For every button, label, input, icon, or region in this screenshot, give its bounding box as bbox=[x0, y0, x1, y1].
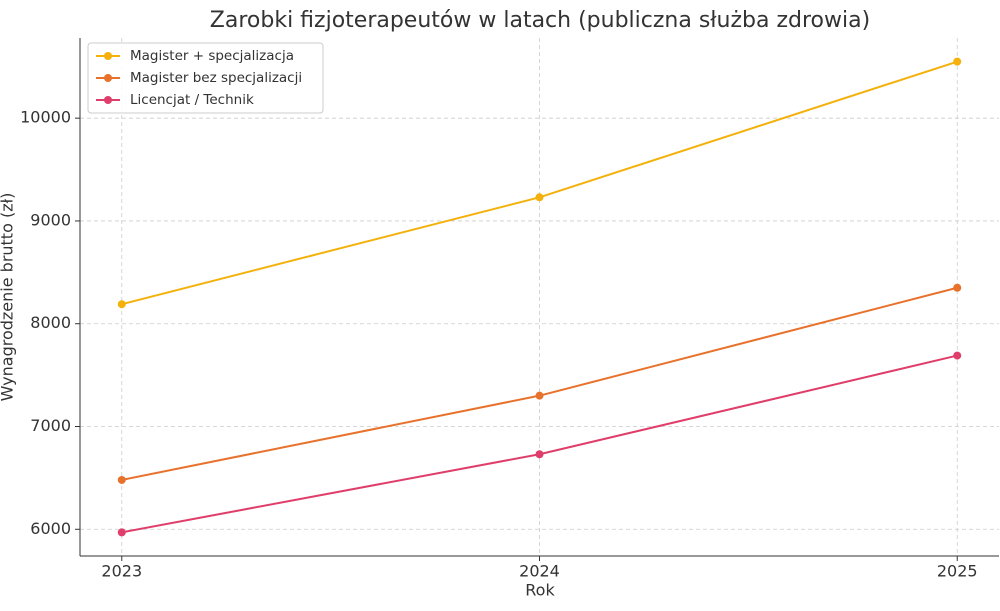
data-point bbox=[117, 300, 126, 309]
x-tick-label: 2023 bbox=[101, 562, 142, 581]
data-point bbox=[953, 283, 962, 292]
data-point bbox=[535, 450, 544, 459]
legend-label: Magister + specjalizacja bbox=[130, 48, 294, 64]
legend-label: Magister bez specjalizacji bbox=[130, 70, 302, 86]
data-point bbox=[953, 57, 962, 66]
legend-box bbox=[87, 42, 324, 114]
data-point bbox=[953, 351, 962, 360]
legend-marker bbox=[104, 52, 112, 60]
data-point bbox=[117, 528, 126, 537]
data-point bbox=[117, 475, 126, 484]
x-tick-label: 2025 bbox=[937, 562, 978, 581]
y-axis-label: Wynagrodzenie brutto (zł) bbox=[0, 193, 17, 402]
chart-title: Zarobki fizjoterapeutów w latach (public… bbox=[210, 8, 870, 33]
y-tick-label: 6000 bbox=[30, 519, 71, 538]
y-tick-label: 9000 bbox=[30, 210, 71, 229]
y-tick-label: 10000 bbox=[20, 108, 71, 127]
legend-marker bbox=[104, 74, 112, 82]
legend-marker bbox=[104, 96, 112, 104]
x-axis-label: Rok bbox=[525, 581, 555, 600]
y-tick-label: 8000 bbox=[30, 313, 71, 332]
data-point bbox=[535, 391, 544, 400]
y-tick-label: 7000 bbox=[30, 416, 71, 435]
legend-label: Licencjat / Technik bbox=[130, 92, 254, 108]
data-point bbox=[535, 193, 544, 202]
x-tick-label: 2024 bbox=[519, 562, 560, 581]
